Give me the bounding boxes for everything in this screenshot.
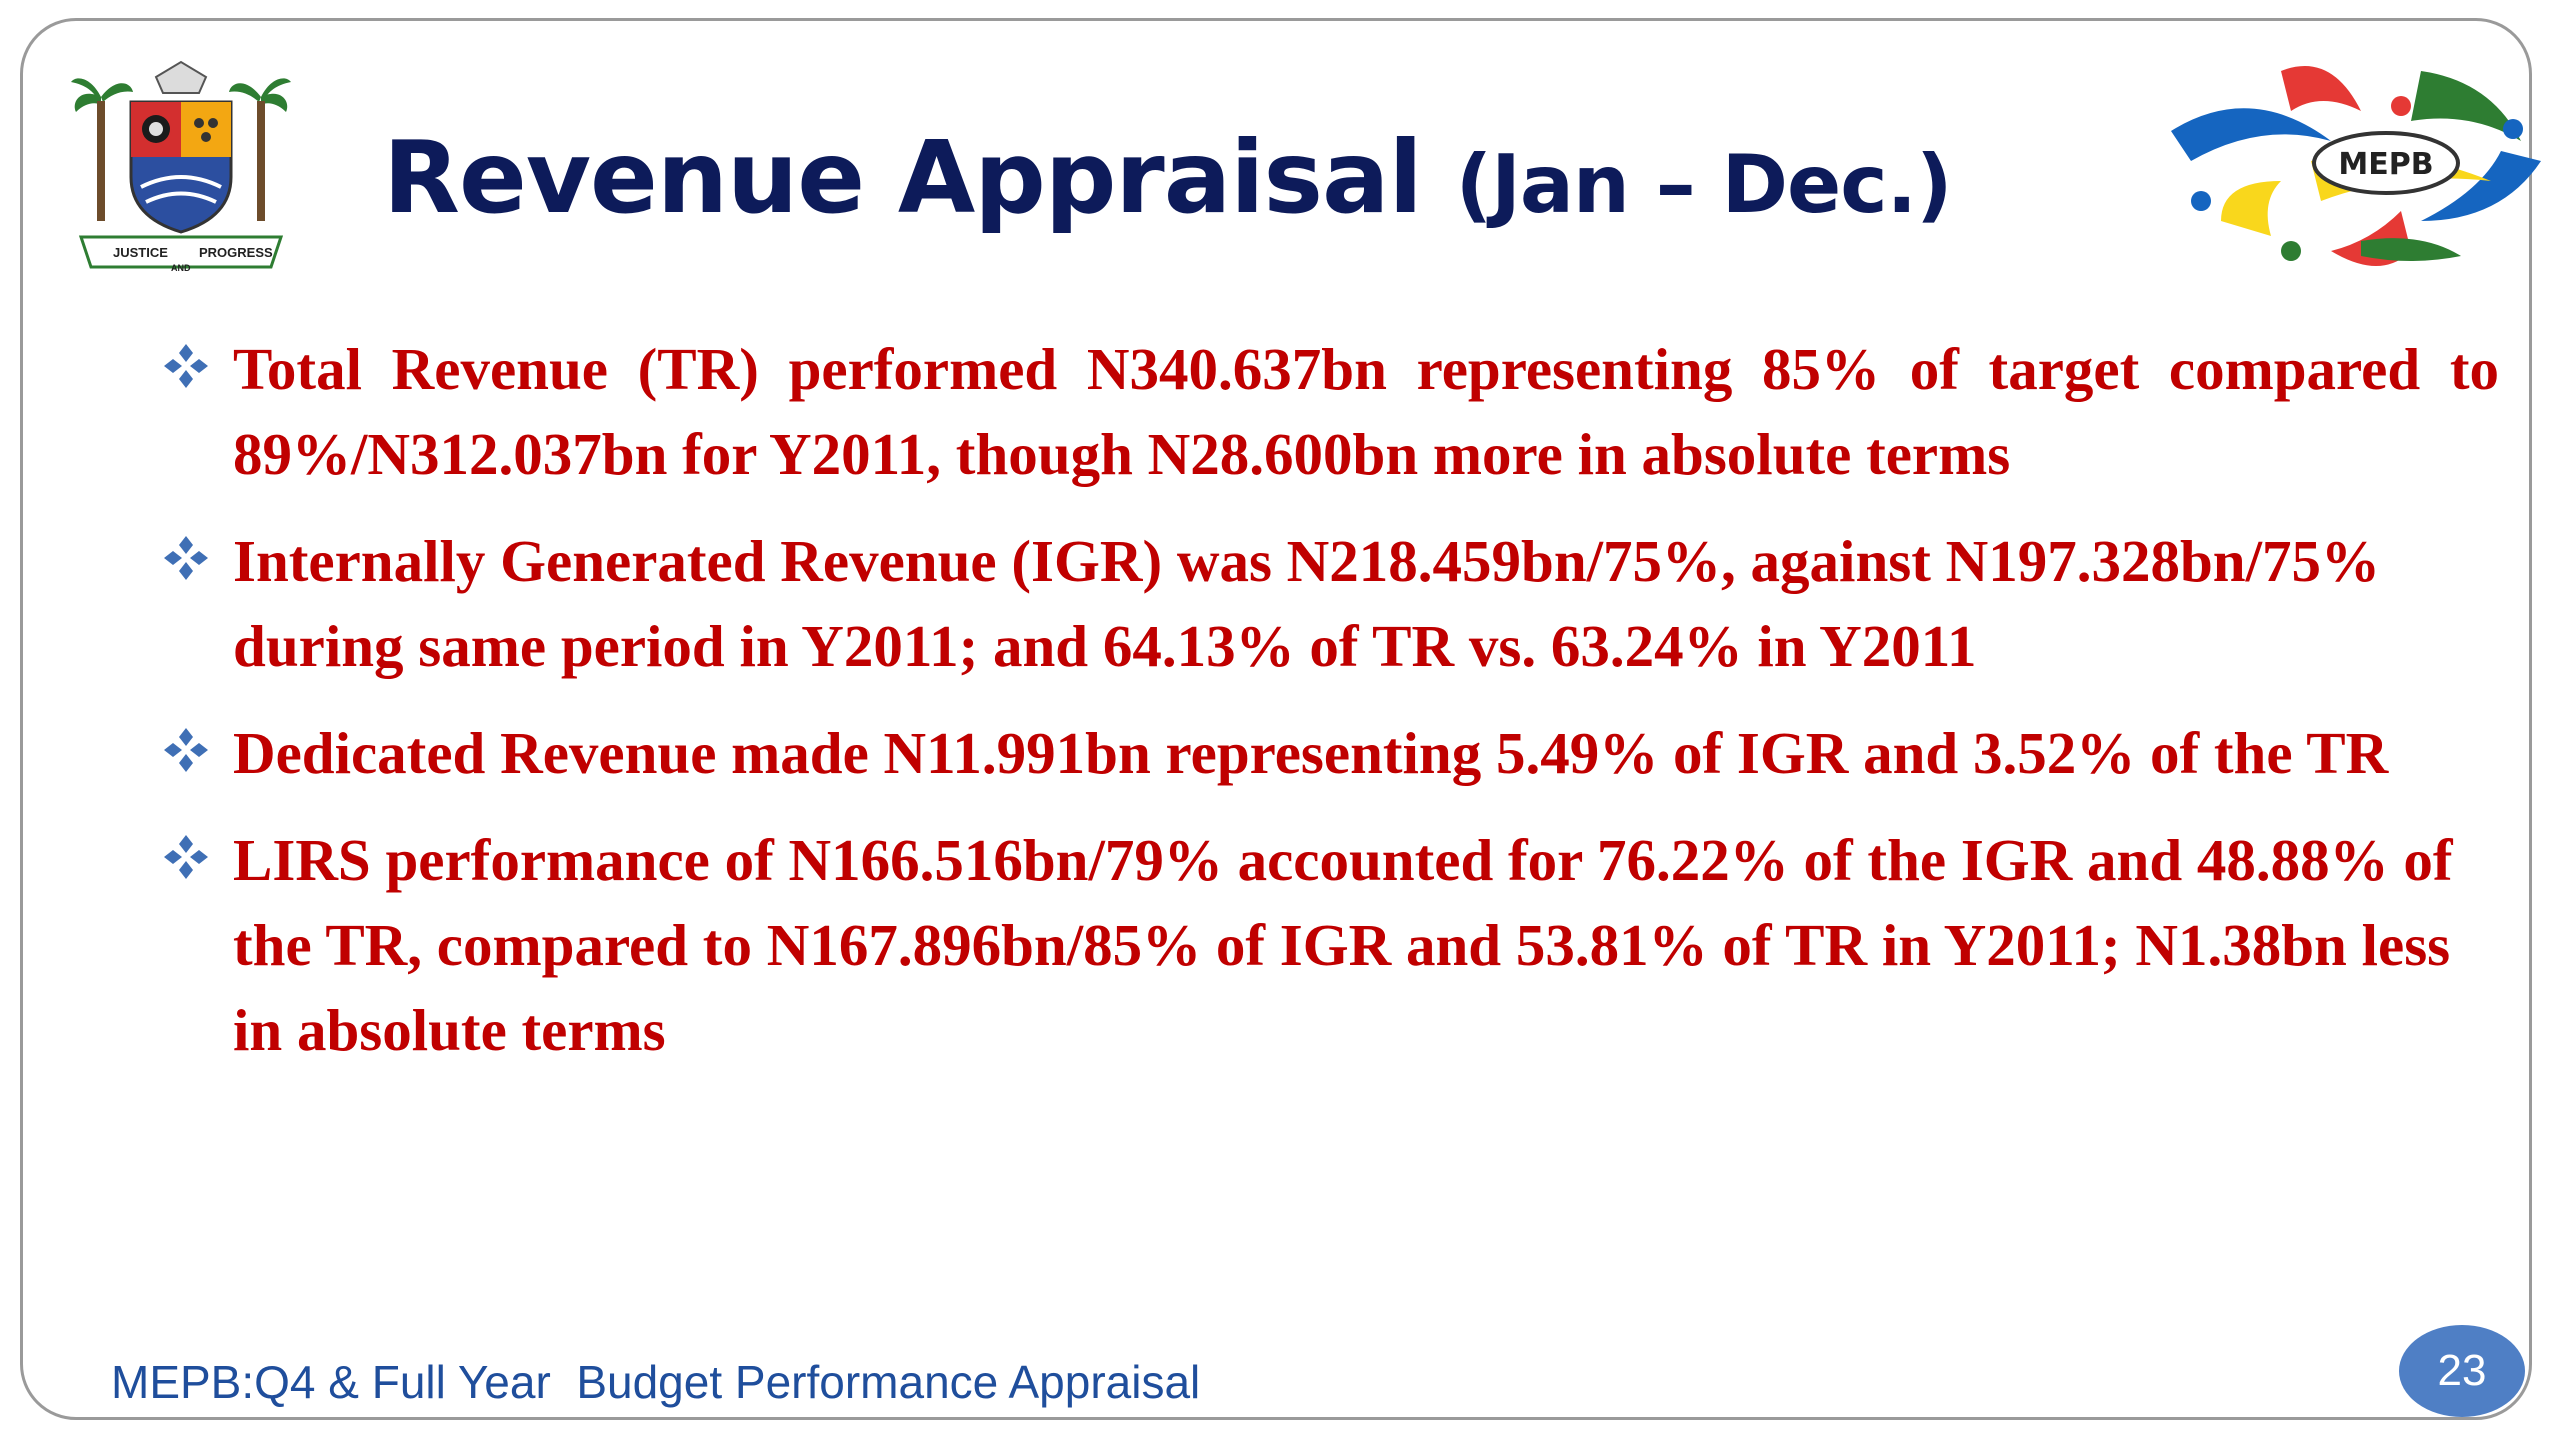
four-diamond-bullet-icon (164, 536, 208, 580)
bullet-text-igr: Internally Generated Revenue (IGR) was N… (233, 528, 2380, 679)
mepb-logo: MEPB (2171, 66, 2541, 266)
svg-text:PROGRESS: PROGRESS (199, 245, 273, 260)
bullet-item: Internally Generated Revenue (IGR) was N… (153, 519, 2499, 689)
slide-footer: MEPB:Q4 & Full Year Budget Performance A… (111, 1356, 1201, 1408)
bullet-text-total-revenue: Total Revenue (TR) performed N340.637bn … (233, 336, 2499, 487)
page-number-badge: 23 (2399, 1325, 2525, 1417)
title-main: Revenue Appraisal (383, 119, 1423, 236)
bullet-item: Total Revenue (TR) performed N340.637bn … (153, 327, 2499, 497)
slide-frame: JUSTICE AND PROGRESS Revenue Appraisal (… (20, 18, 2541, 1420)
four-diamond-bullet-icon (164, 344, 208, 388)
svg-text:JUSTICE: JUSTICE (113, 245, 168, 260)
page-number: 23 (2437, 1346, 2487, 1395)
bullet-item: Dedicated Revenue made N11.991bn represe… (153, 711, 2499, 796)
bullet-text-lirs: LIRS performance of N166.516bn/79% accou… (233, 827, 2453, 1063)
svg-text:MEPB: MEPB (2338, 147, 2433, 182)
bullet-item: LIRS performance of N166.516bn/79% accou… (153, 818, 2499, 1073)
svg-text:AND: AND (171, 263, 191, 273)
bullet-list: Total Revenue (TR) performed N340.637bn … (153, 327, 2499, 1095)
slide-title: Revenue Appraisal (Jan – Dec.) (383, 113, 2103, 250)
four-diamond-bullet-icon (164, 835, 208, 879)
four-diamond-bullet-icon (164, 728, 208, 772)
coat-of-arms-logo: JUSTICE AND PROGRESS (71, 60, 291, 273)
bullet-text-dedicated-revenue: Dedicated Revenue made N11.991bn represe… (233, 720, 2389, 786)
title-date-range: (Jan – Dec.) (1455, 138, 1953, 231)
